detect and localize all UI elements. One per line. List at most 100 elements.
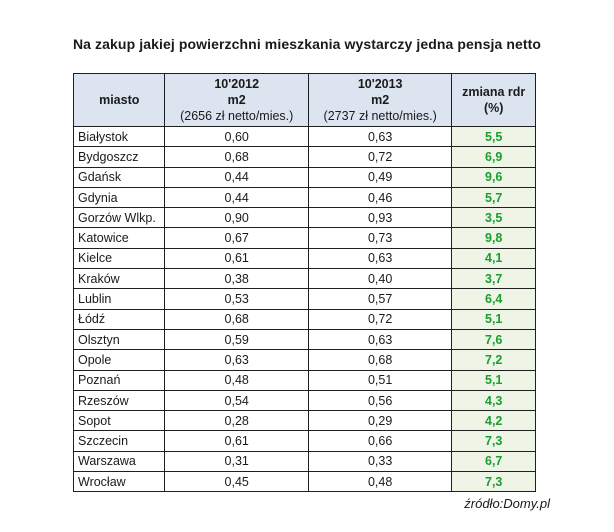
cell-city: Kielce bbox=[72, 247, 166, 270]
cell-2012: 0,68 bbox=[164, 146, 309, 168]
cell-2012: 0,44 bbox=[164, 186, 309, 209]
cell-change: 4,2 bbox=[451, 410, 536, 432]
cell-2013: 0,51 bbox=[307, 369, 453, 391]
cell-city: Bydgoszcz bbox=[72, 146, 166, 168]
cell-2013: 0,57 bbox=[307, 288, 453, 310]
cell-change: 6,9 bbox=[451, 146, 536, 168]
header-2013-period: 10'2013 bbox=[357, 77, 403, 91]
cell-2013: 0,93 bbox=[307, 207, 453, 229]
cell-2013: 0,49 bbox=[307, 166, 453, 188]
cell-city: Szczecin bbox=[72, 430, 166, 452]
cell-2012: 0,61 bbox=[164, 430, 309, 452]
header-2012: 10'2012 m2 (2656 zł netto/mies.) bbox=[164, 73, 309, 127]
cell-2012: 0,53 bbox=[164, 288, 309, 310]
header-change-label: zmiana rdr bbox=[462, 85, 526, 99]
header-2012-salary: (2656 zł netto/mies.) bbox=[180, 109, 294, 123]
table-row: Sopot 0,28 0,29 4,2 bbox=[72, 410, 536, 432]
cell-city: Poznań bbox=[72, 369, 166, 391]
table-row: Gdynia 0,44 0,46 5,7 bbox=[72, 186, 536, 209]
cell-2012: 0,59 bbox=[164, 328, 309, 351]
cell-2013: 0,72 bbox=[307, 308, 453, 330]
cell-city: Gdynia bbox=[72, 186, 166, 209]
table-row: Warszawa 0,31 0,33 6,7 bbox=[72, 450, 536, 473]
cell-2012: 0,48 bbox=[164, 369, 309, 391]
header-row: miasto 10'2012 m2 (2656 zł netto/mies.) … bbox=[72, 73, 536, 127]
cell-city: Wrocław bbox=[72, 471, 166, 493]
header-2012-unit: m2 bbox=[227, 93, 246, 107]
cell-city: Warszawa bbox=[72, 450, 166, 473]
cell-city: Białystok bbox=[72, 125, 166, 148]
table-row: Katowice 0,67 0,73 9,8 bbox=[72, 227, 536, 249]
cell-2012: 0,54 bbox=[164, 389, 309, 412]
cell-change: 3,5 bbox=[451, 207, 536, 229]
cell-change: 5,5 bbox=[451, 125, 536, 148]
cell-city: Kraków bbox=[72, 268, 166, 290]
cell-2013: 0,63 bbox=[307, 328, 453, 351]
table-row: Rzeszów 0,54 0,56 4,3 bbox=[72, 389, 536, 412]
header-2012-period: 10'2012 bbox=[214, 77, 260, 91]
cell-2013: 0,72 bbox=[307, 146, 453, 168]
header-2013-salary: (2737 zł netto/mies.) bbox=[323, 109, 437, 123]
table-row: Lublin 0,53 0,57 6,4 bbox=[72, 288, 536, 310]
cell-change: 9,6 bbox=[451, 166, 536, 188]
cell-change: 4,3 bbox=[451, 389, 536, 412]
source-note: źródło:Domy.pl bbox=[464, 496, 550, 511]
table-row: Opole 0,63 0,68 7,2 bbox=[72, 349, 536, 371]
cell-2012: 0,67 bbox=[164, 227, 309, 249]
cell-city: Łódź bbox=[72, 308, 166, 330]
header-change: zmiana rdr (%) bbox=[451, 73, 536, 127]
cell-city: Olsztyn bbox=[72, 328, 166, 351]
cell-change: 6,7 bbox=[451, 450, 536, 473]
table-row: Kraków 0,38 0,40 3,7 bbox=[72, 268, 536, 290]
table-row: Szczecin 0,61 0,66 7,3 bbox=[72, 430, 536, 452]
cell-change: 9,8 bbox=[451, 227, 536, 249]
cell-2012: 0,90 bbox=[164, 207, 309, 229]
page-title: Na zakup jakiej powierzchni mieszkania w… bbox=[72, 36, 542, 52]
cell-2013: 0,73 bbox=[307, 227, 453, 249]
cell-2012: 0,28 bbox=[164, 410, 309, 432]
cell-2013: 0,63 bbox=[307, 247, 453, 270]
cell-2013: 0,29 bbox=[307, 410, 453, 432]
cell-2012: 0,44 bbox=[164, 166, 309, 188]
cell-2013: 0,48 bbox=[307, 471, 453, 493]
cell-change: 5,1 bbox=[451, 308, 536, 330]
table-row: Olsztyn 0,59 0,63 7,6 bbox=[72, 328, 536, 351]
cell-city: Sopot bbox=[72, 410, 166, 432]
table-row: Wrocław 0,45 0,48 7,3 bbox=[72, 471, 536, 493]
cell-change: 6,4 bbox=[451, 288, 536, 310]
table-row: Gdańsk 0,44 0,49 9,6 bbox=[72, 166, 536, 188]
cell-2013: 0,40 bbox=[307, 268, 453, 290]
cell-change: 7,6 bbox=[451, 328, 536, 351]
cell-2012: 0,38 bbox=[164, 268, 309, 290]
cell-city: Opole bbox=[72, 349, 166, 371]
cell-city: Rzeszów bbox=[72, 389, 166, 412]
cell-2013: 0,66 bbox=[307, 430, 453, 452]
cell-2012: 0,61 bbox=[164, 247, 309, 270]
cell-change: 7,3 bbox=[451, 430, 536, 452]
cell-change: 3,7 bbox=[451, 268, 536, 290]
cell-2013: 0,46 bbox=[307, 186, 453, 209]
data-table: miasto 10'2012 m2 (2656 zł netto/mies.) … bbox=[72, 73, 536, 493]
table-row: Poznań 0,48 0,51 5,1 bbox=[72, 369, 536, 391]
cell-change: 7,2 bbox=[451, 349, 536, 371]
cell-2013: 0,33 bbox=[307, 450, 453, 473]
cell-city: Katowice bbox=[72, 227, 166, 249]
table-row: Łódź 0,68 0,72 5,1 bbox=[72, 308, 536, 330]
cell-change: 5,7 bbox=[451, 186, 536, 209]
cell-2013: 0,68 bbox=[307, 349, 453, 371]
cell-2012: 0,60 bbox=[164, 125, 309, 148]
cell-city: Lublin bbox=[72, 288, 166, 310]
header-change-unit: (%) bbox=[483, 101, 504, 115]
table-row: Bydgoszcz 0,68 0,72 6,9 bbox=[72, 146, 536, 168]
cell-2012: 0,31 bbox=[164, 450, 309, 473]
table-row: Kielce 0,61 0,63 4,1 bbox=[72, 247, 536, 270]
table-row: Białystok 0,60 0,63 5,5 bbox=[72, 125, 536, 148]
header-2013: 10'2013 m2 (2737 zł netto/mies.) bbox=[307, 73, 453, 127]
header-city: miasto bbox=[72, 73, 166, 127]
cell-2012: 0,45 bbox=[164, 471, 309, 493]
cell-2013: 0,56 bbox=[307, 389, 453, 412]
cell-2012: 0,63 bbox=[164, 349, 309, 371]
table-row: Gorzów Wlkp. 0,90 0,93 3,5 bbox=[72, 207, 536, 229]
cell-2013: 0,63 bbox=[307, 125, 453, 148]
cell-2012: 0,68 bbox=[164, 308, 309, 330]
